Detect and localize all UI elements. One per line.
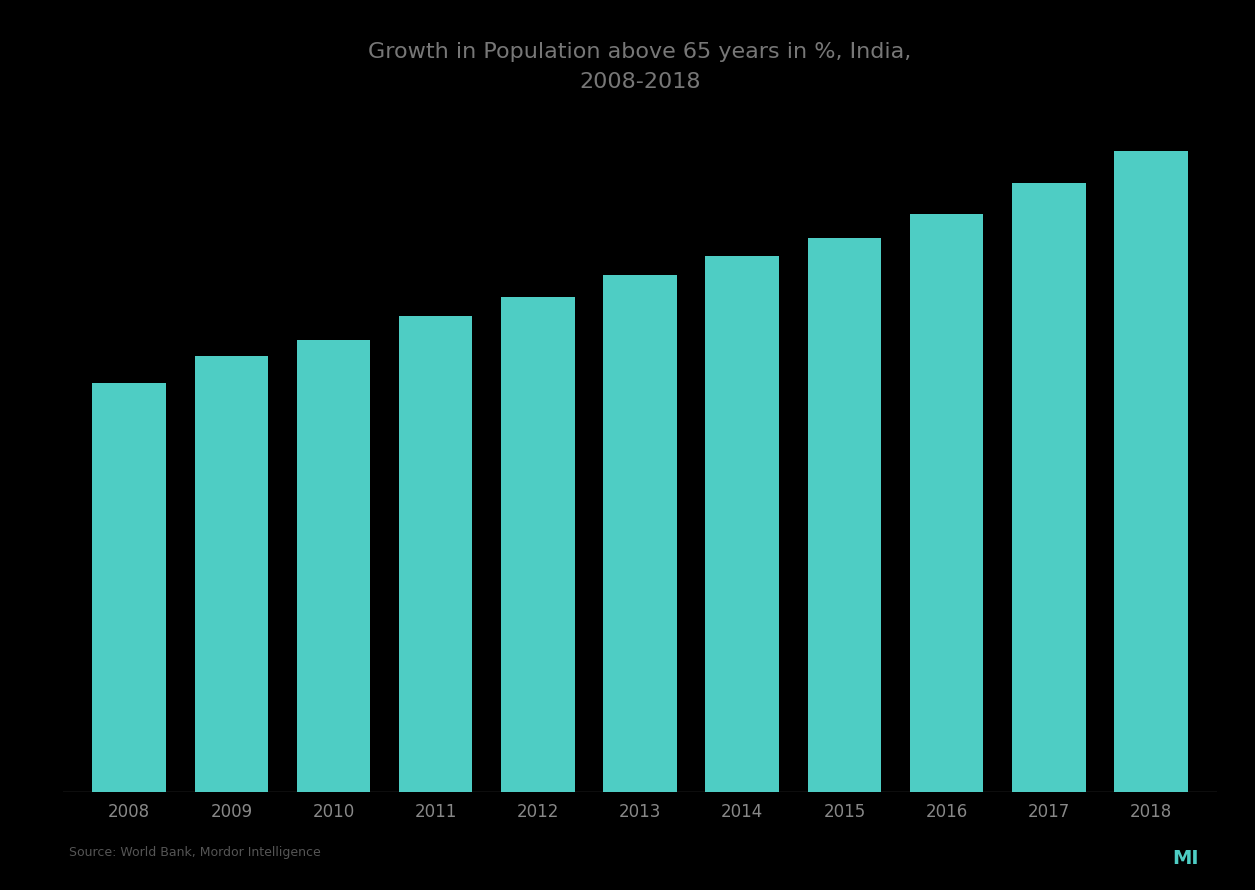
Bar — [705, 255, 779, 792]
Bar — [501, 296, 575, 792]
Bar — [296, 340, 370, 792]
Text: MI: MI — [1172, 849, 1199, 868]
Bar — [910, 214, 984, 792]
Bar — [195, 356, 269, 792]
Bar — [604, 275, 676, 792]
Bar — [1114, 151, 1187, 792]
Text: Source: World Bank, Mordor Intelligence: Source: World Bank, Mordor Intelligence — [69, 846, 321, 859]
Title: Growth in Population above 65 years in %, India,
2008-2018: Growth in Population above 65 years in %… — [369, 43, 911, 92]
Bar — [808, 238, 881, 792]
Bar — [93, 383, 166, 792]
Bar — [1012, 182, 1086, 792]
Bar — [399, 316, 472, 792]
